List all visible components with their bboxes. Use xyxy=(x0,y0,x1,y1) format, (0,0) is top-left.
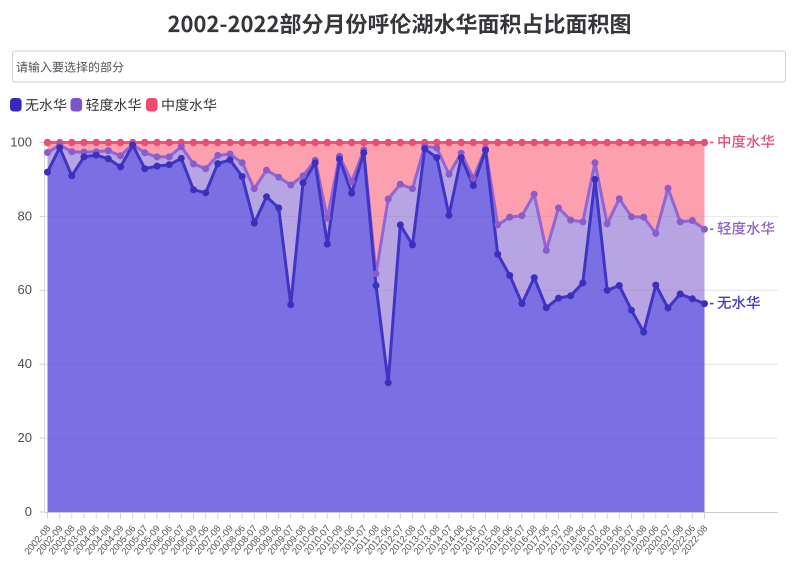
svg-text:40: 40 xyxy=(18,356,32,371)
svg-text:100: 100 xyxy=(10,134,32,149)
svg-text:80: 80 xyxy=(18,208,32,223)
svg-text:20: 20 xyxy=(18,430,32,445)
svg-text:0: 0 xyxy=(25,504,32,519)
svg-text:60: 60 xyxy=(18,282,32,297)
